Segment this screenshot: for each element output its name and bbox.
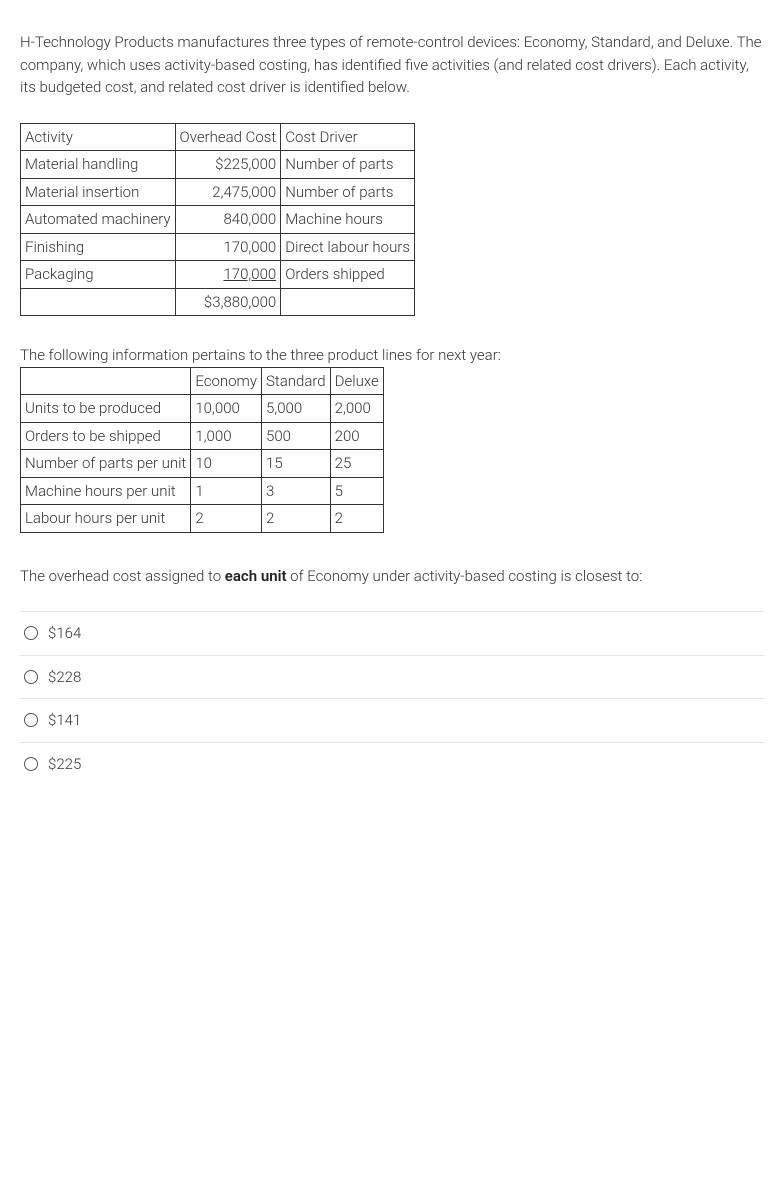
cell: 1: [191, 477, 262, 505]
product-row: Labour hours per unit 2 2 2: [21, 505, 384, 533]
overhead-row: Material insertion 2,475,000 Number of p…: [21, 178, 415, 206]
cell: Direct labour hours: [281, 233, 415, 261]
cell: Packaging: [21, 261, 176, 289]
cell: 840,000: [175, 206, 281, 234]
cell: 15: [262, 450, 331, 478]
option-label: $164: [48, 622, 81, 645]
cell: 1,000: [191, 422, 262, 450]
option-0[interactable]: $164: [20, 611, 764, 655]
product-row: Units to be produced 10,000 5,000 2,000: [21, 395, 384, 423]
cell: Material insertion: [21, 178, 176, 206]
product-table: Economy Standard Deluxe Units to be prod…: [20, 367, 384, 533]
overhead-h-cost: Overhead Cost: [175, 123, 281, 151]
cell: 200: [330, 422, 383, 450]
cell: 5,000: [262, 395, 331, 423]
product-row: Orders to be shipped 1,000 500 200: [21, 422, 384, 450]
cell: [281, 288, 415, 316]
cell: 10,000: [191, 395, 262, 423]
overhead-row: Packaging 170,000 Orders shipped: [21, 261, 415, 289]
cell: 2,000: [330, 395, 383, 423]
question-text: The overhead cost assigned to each unit …: [20, 565, 764, 588]
product-header-row: Economy Standard Deluxe: [21, 367, 384, 395]
cell: Machine hours: [281, 206, 415, 234]
cell: [21, 367, 191, 395]
cell: [21, 288, 176, 316]
overhead-total: $3,880,000: [175, 288, 281, 316]
cell: 500: [262, 422, 331, 450]
overhead-h-activity: Activity: [21, 123, 176, 151]
radio-icon: [24, 713, 38, 727]
cell: Automated machinery: [21, 206, 176, 234]
overhead-table: Activity Overhead Cost Cost Driver Mater…: [20, 123, 415, 317]
intro-text: H-Technology Products manufactures three…: [20, 31, 764, 99]
radio-icon: [24, 626, 38, 640]
product-row: Machine hours per unit 1 3 5: [21, 477, 384, 505]
cell: 170,000: [175, 233, 281, 261]
options-list: $164 $228 $141 $225: [20, 611, 764, 785]
cell: Material handling: [21, 151, 176, 179]
cell: Number of parts per unit: [21, 450, 191, 478]
cell: 10: [191, 450, 262, 478]
cell: 3: [262, 477, 331, 505]
cell: Standard: [262, 367, 331, 395]
cell: Number of parts: [281, 151, 415, 179]
cell: Finishing: [21, 233, 176, 261]
overhead-header-row: Activity Overhead Cost Cost Driver: [21, 123, 415, 151]
cell: Number of parts: [281, 178, 415, 206]
cell: 2: [191, 505, 262, 533]
cell: 5: [330, 477, 383, 505]
radio-icon: [24, 757, 38, 771]
cell: Economy: [191, 367, 262, 395]
cell: Orders to be shipped: [21, 422, 191, 450]
cell: Units to be produced: [21, 395, 191, 423]
cell: 25: [330, 450, 383, 478]
cell: 2,475,000: [175, 178, 281, 206]
option-label: $228: [48, 666, 81, 689]
product-row: Number of parts per unit 10 15 25: [21, 450, 384, 478]
cell: 2: [330, 505, 383, 533]
option-2[interactable]: $141: [20, 698, 764, 742]
overhead-row: Automated machinery 840,000 Machine hour…: [21, 206, 415, 234]
overhead-row: Material handling $225,000 Number of par…: [21, 151, 415, 179]
overhead-total-row: $3,880,000: [21, 288, 415, 316]
option-1[interactable]: $228: [20, 655, 764, 699]
cell: 2: [262, 505, 331, 533]
cell: Labour hours per unit: [21, 505, 191, 533]
cell: Machine hours per unit: [21, 477, 191, 505]
cell: Orders shipped: [281, 261, 415, 289]
overhead-h-driver: Cost Driver: [281, 123, 415, 151]
cell: Deluxe: [330, 367, 383, 395]
overhead-row: Finishing 170,000 Direct labour hours: [21, 233, 415, 261]
option-label: $225: [48, 753, 81, 776]
cell: 170,000: [175, 261, 281, 289]
option-3[interactable]: $225: [20, 742, 764, 786]
option-label: $141: [48, 709, 81, 732]
section-text: The following information pertains to th…: [20, 344, 764, 367]
cell: $225,000: [175, 151, 281, 179]
radio-icon: [24, 670, 38, 684]
